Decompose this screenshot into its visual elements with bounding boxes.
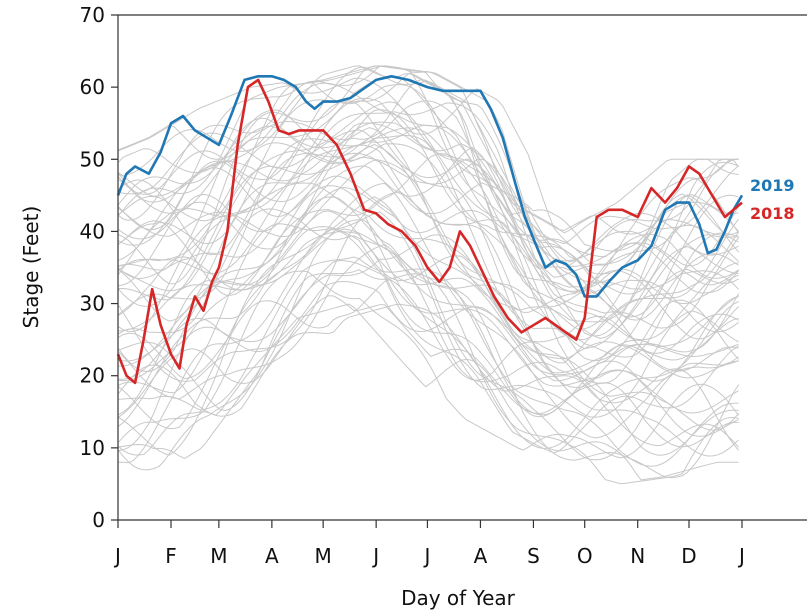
historical-line [117, 186, 739, 382]
y-tick-label: 0 [92, 508, 105, 532]
historical-line [117, 142, 739, 323]
x-tick-label: F [165, 544, 177, 568]
historical-line [117, 295, 739, 448]
historical-line [117, 191, 739, 431]
historical-line [117, 82, 739, 278]
historical-line [117, 182, 739, 313]
historical-line [117, 175, 739, 308]
historical-line [117, 144, 740, 388]
historical-line [117, 122, 739, 279]
legend-group: 2019 2018 [750, 176, 795, 223]
historical-line [117, 182, 739, 439]
historical-line [117, 82, 739, 275]
historical-line [118, 228, 739, 464]
historical-line [117, 65, 739, 295]
historical-line [117, 270, 740, 459]
y-tick-label: 30 [80, 292, 105, 316]
x-tick-label: M [210, 544, 227, 568]
historical-line [117, 269, 739, 485]
legend-label-2018: 2018 [750, 204, 795, 223]
highlight-series-group [116, 75, 744, 385]
y-tick-label: 60 [80, 75, 105, 99]
historical-line [117, 196, 739, 461]
historical-line [117, 196, 739, 427]
legend-label-2019: 2019 [750, 176, 795, 195]
historical-line [117, 65, 739, 337]
historical-line [117, 243, 739, 457]
historical-series-group [117, 65, 740, 485]
x-tick-label: J [422, 544, 430, 568]
historical-line [117, 101, 739, 339]
historical-line [117, 146, 739, 340]
y-tick-label: 70 [80, 3, 105, 27]
x-tick-label: J [737, 544, 745, 568]
x-axis-title: Day of Year [401, 586, 516, 610]
x-tick-label: O [577, 544, 593, 568]
historical-line [117, 303, 739, 448]
historical-line [117, 65, 739, 245]
y-tick-label: 50 [80, 147, 105, 171]
y-tick-label: 40 [80, 219, 105, 243]
x-tick-label: M [315, 544, 332, 568]
historical-line [117, 97, 740, 341]
historical-line [117, 77, 739, 234]
historical-line [117, 100, 739, 235]
series-line-2018 [116, 78, 743, 385]
historical-line [117, 129, 739, 266]
x-tick-label: J [113, 544, 121, 568]
historical-line [117, 88, 739, 294]
historical-line [117, 134, 739, 358]
series-line-2019 [116, 75, 744, 298]
y-tick-label: 10 [80, 436, 105, 460]
y-axis-title: Stage (Feet) [19, 206, 43, 329]
x-tick-label: A [474, 544, 488, 568]
historical-line [117, 211, 739, 418]
historical-line [117, 65, 739, 262]
historical-line [117, 219, 740, 479]
historical-line [117, 117, 739, 331]
x-tick-label: D [681, 544, 696, 568]
historical-line [117, 279, 739, 451]
x-tick-label: J [371, 544, 379, 568]
historical-line [117, 75, 739, 284]
historical-line [117, 66, 740, 267]
historical-line [117, 185, 739, 452]
x-tick-label: A [265, 544, 279, 568]
historical-line [117, 65, 739, 293]
historical-line [117, 109, 739, 362]
historical-line [117, 228, 739, 374]
historical-line [117, 280, 739, 437]
axes-group: 0 10 20 30 40 50 60 70 J F M A M J J A S O N D J [80, 3, 807, 568]
x-tick-label: N [630, 544, 645, 568]
historical-line [117, 124, 739, 341]
historical-line [117, 231, 739, 379]
x-tick-label: S [527, 544, 540, 568]
historical-line [117, 158, 739, 333]
historical-line [117, 208, 739, 384]
historical-line [117, 72, 739, 318]
historical-line [117, 303, 739, 481]
y-tick-label: 20 [80, 364, 105, 388]
